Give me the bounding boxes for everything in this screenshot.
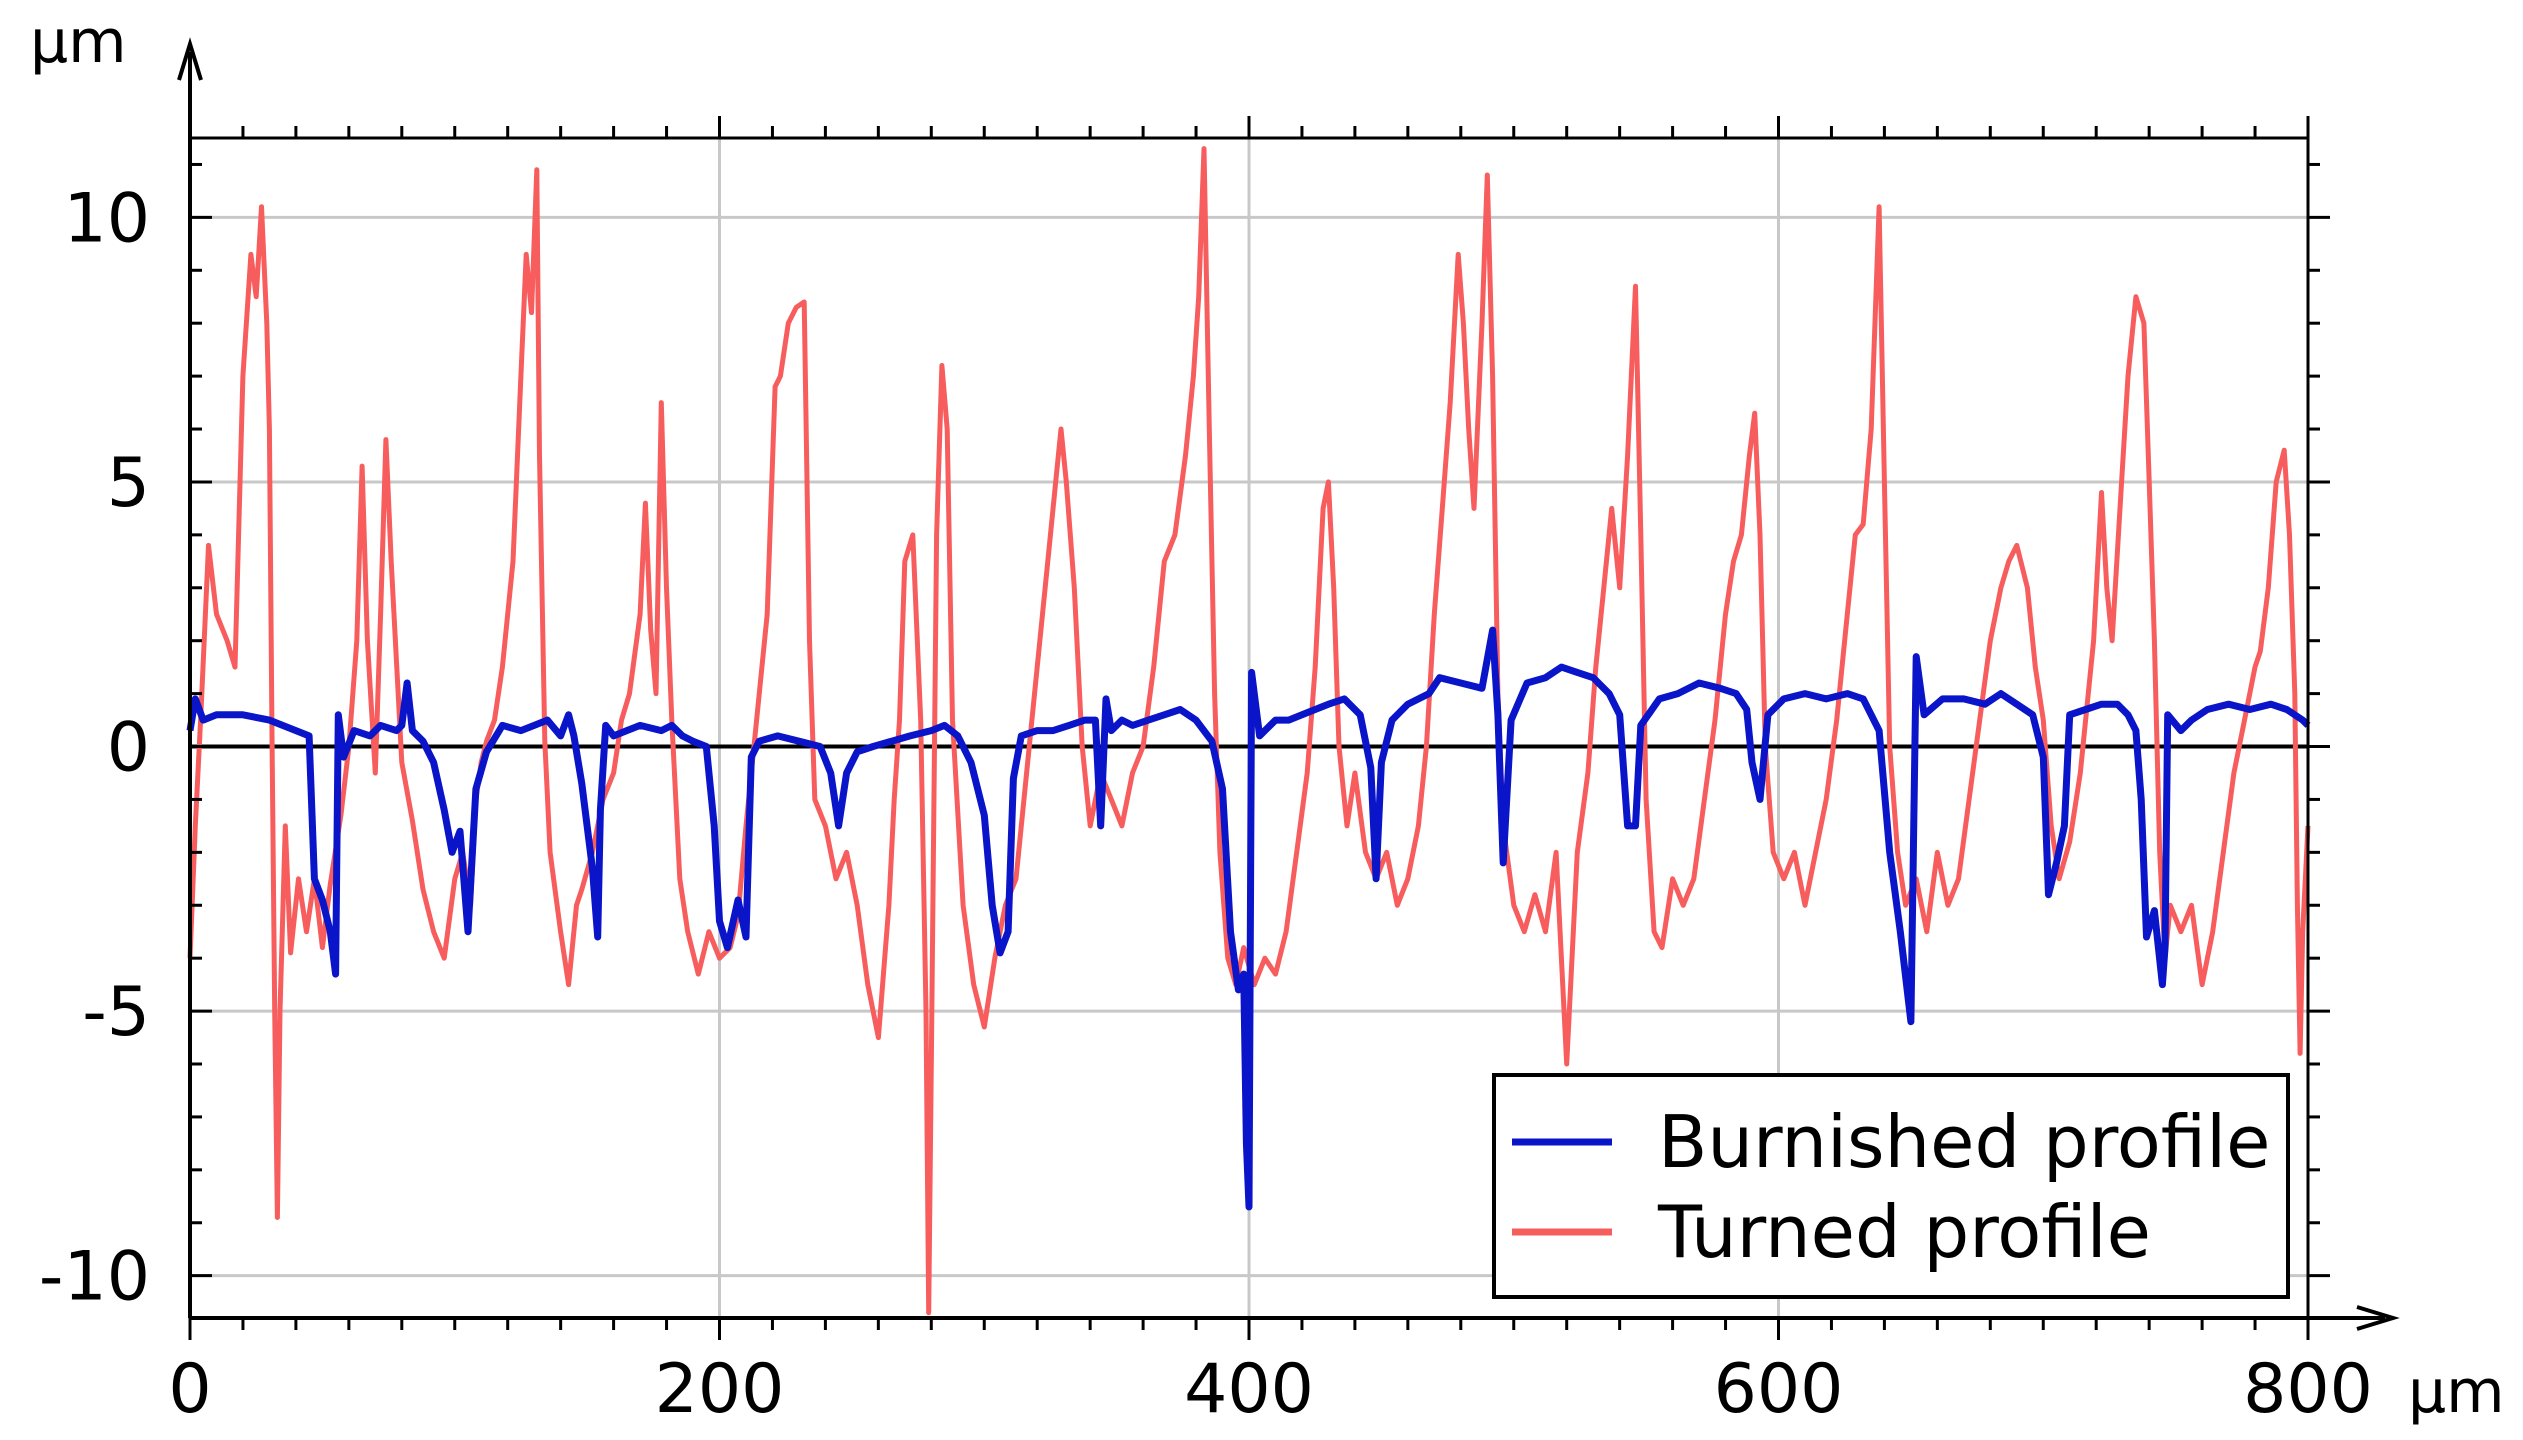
y-axis-unit-label: μm	[30, 7, 127, 77]
minor-ticks	[188, 116, 2330, 1340]
y-tick-label--5: -5	[82, 973, 150, 1052]
x-tick-label-800: 800	[2243, 1350, 2373, 1429]
series-line-turned	[187, 146, 2311, 1316]
x-axis-arrow	[2356, 1305, 2400, 1331]
y-axis-arrow	[177, 37, 203, 81]
legend: Burnished profile Turned profile	[1492, 1073, 2290, 1299]
y-tick-label-0: 0	[107, 709, 150, 788]
series-line-burnished	[186, 626, 2311, 1211]
y-tick-label-5: 5	[107, 444, 150, 523]
x-tick-label-400: 400	[1184, 1350, 1314, 1429]
series-group	[186, 146, 2311, 1316]
y-tick-label-10: 10	[63, 179, 150, 258]
legend-label-burnished: Burnished profile	[1658, 1100, 2270, 1184]
x-tick-label-600: 600	[1714, 1350, 1844, 1429]
legend-label-turned: Turned profile	[1657, 1190, 2151, 1274]
tick-labels: 0 200 400 600 800 10 5 0 -5 -10	[39, 179, 2373, 1429]
x-tick-label-200: 200	[655, 1350, 785, 1429]
y-tick-label--10: -10	[39, 1238, 150, 1317]
legend-box	[1492, 1073, 2290, 1299]
axes	[177, 37, 2400, 1331]
x-tick-label-0: 0	[168, 1350, 211, 1429]
x-axis-unit-label: μm	[2408, 1357, 2505, 1427]
